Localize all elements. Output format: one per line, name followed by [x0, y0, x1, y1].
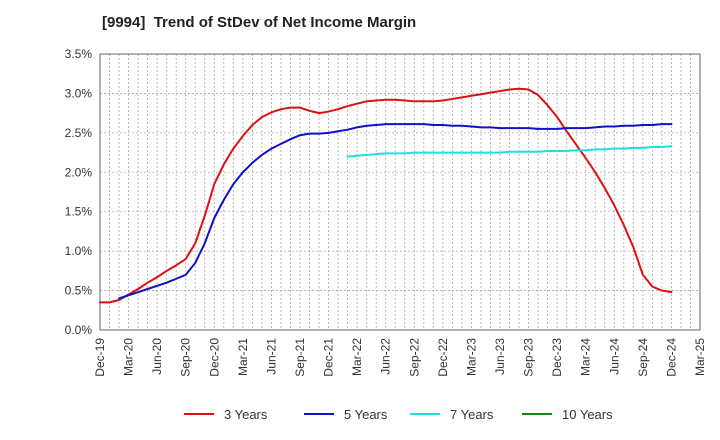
series-lines: [99, 87, 673, 304]
x-tick-label: Dec-22: [436, 338, 450, 377]
plot-area: [100, 54, 700, 330]
series-line-3-years: [99, 87, 673, 304]
series-line-5-years: [118, 123, 673, 300]
x-tick-label: Mar-21: [236, 338, 250, 376]
legend-label: 5 Years: [344, 407, 388, 422]
legend-label: 10 Years: [562, 407, 613, 422]
x-tick-label: Sep-23: [522, 338, 536, 377]
x-tick-label: Sep-24: [636, 338, 650, 377]
x-tick-label: Mar-20: [122, 338, 136, 376]
legend-label: 3 Years: [224, 407, 268, 422]
x-tick-label: Sep-22: [407, 338, 421, 377]
x-tick-label: Dec-20: [207, 338, 221, 377]
x-tick-label: Mar-25: [693, 338, 707, 376]
y-tick-label: 2.0%: [65, 165, 93, 179]
y-tick-label: 1.0%: [65, 244, 93, 258]
legend-item: 3 Years: [184, 407, 268, 422]
grid: [99, 53, 701, 331]
x-tick-label: Mar-23: [464, 338, 478, 376]
legend: 3 Years 5 Years 7 Years 10 Years: [184, 407, 613, 422]
x-tick-label: Sep-20: [179, 338, 193, 377]
y-tick-label: 3.5%: [65, 47, 93, 61]
axes: 0.0% 0.5% 1.0% 1.5% 2.0% 2.5% 3.0% 3.5% Dec-19 Ma…: [65, 47, 707, 377]
series-line-7-years: [346, 145, 673, 158]
legend-item: 7 Years: [410, 407, 494, 422]
y-tick-label: 2.5%: [65, 126, 93, 140]
x-tick-label: Jun-21: [264, 338, 278, 375]
y-tick-label: 0.0%: [65, 323, 93, 337]
x-tick-label: Dec-19: [93, 338, 107, 377]
plot-border: [99, 53, 701, 331]
x-tick-label: Jun-20: [150, 338, 164, 375]
x-tick-label: Dec-24: [664, 338, 678, 377]
chart-title: [9994] Trend of StDev of Net Income Marg…: [102, 14, 417, 31]
x-tick-label: Jun-22: [379, 338, 393, 375]
y-tick-label: 1.5%: [65, 205, 93, 219]
x-tick-label: Mar-24: [579, 338, 593, 376]
x-tick-label: Jun-23: [493, 338, 507, 375]
x-tick-label: Dec-23: [550, 338, 564, 377]
x-tick-label: Mar-22: [350, 338, 364, 376]
y-tick-label: 0.5%: [65, 284, 93, 298]
legend-item: 5 Years: [304, 407, 388, 422]
x-tick-label: Jun-24: [607, 338, 621, 375]
x-tick-label: Dec-21: [322, 338, 336, 377]
y-tick-label: 3.0%: [65, 86, 93, 100]
legend-label: 7 Years: [450, 407, 494, 422]
legend-item: 10 Years: [522, 407, 613, 422]
x-tick-label: Sep-21: [293, 338, 307, 377]
